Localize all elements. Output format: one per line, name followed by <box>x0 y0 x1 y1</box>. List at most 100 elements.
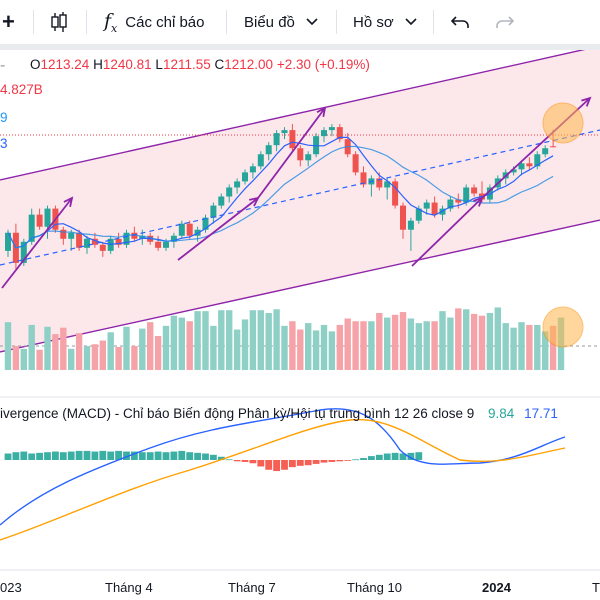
candle-body <box>60 229 67 239</box>
candle-body <box>107 238 114 251</box>
volume-bar <box>336 324 343 370</box>
open-value: 1213.24 <box>40 57 90 72</box>
volume-bar <box>170 315 178 370</box>
macd-hist-bar <box>210 454 217 460</box>
volume-bar <box>423 321 430 370</box>
candle-body <box>550 146 557 148</box>
volume-bar <box>178 317 185 370</box>
volume-bar <box>391 314 399 370</box>
trend-arrow-3-head <box>316 106 327 118</box>
candle-body <box>400 205 406 230</box>
candle-body <box>99 244 106 251</box>
chart-type-dropdown[interactable]: Biểu đồ <box>244 0 319 44</box>
macd-hist-bar <box>304 460 312 466</box>
toolbar-divider <box>433 10 434 34</box>
toolbar-divider <box>86 10 87 34</box>
volume-bar <box>478 315 486 370</box>
candle-body <box>463 187 470 203</box>
volume-bar <box>494 307 501 370</box>
add-symbol-button[interactable]: + <box>2 9 15 34</box>
volume-bar <box>123 326 130 370</box>
macd-hist-bar <box>99 450 107 460</box>
macd-hist-bar <box>44 452 51 460</box>
volume-bar <box>139 328 146 370</box>
macd-hist-bar <box>178 450 186 460</box>
candlestick-style-button[interactable] <box>48 0 70 44</box>
macd-hist-bar <box>123 451 130 460</box>
volume-bar <box>202 311 209 370</box>
price-chart[interactable] <box>0 50 600 600</box>
volume-bar <box>344 318 351 370</box>
x-axis-label: Tháng 10 <box>347 580 402 595</box>
collapse-dots[interactable]: - <box>0 57 6 74</box>
function-icon: fx <box>104 9 118 35</box>
volume-bar <box>447 317 454 370</box>
volume-bar <box>281 325 288 370</box>
volume-bar <box>415 323 422 370</box>
profile-dropdown[interactable]: Hồ sơ <box>353 0 418 44</box>
chevron-down-icon <box>405 18 417 26</box>
volume-bar <box>431 321 438 370</box>
candle-body <box>273 133 280 146</box>
macd-hist-bar <box>154 451 162 460</box>
candlestick-icon <box>51 12 67 32</box>
macd-hist-bar <box>52 451 59 460</box>
candle-body <box>281 130 288 134</box>
redo-button[interactable] <box>495 0 515 44</box>
volume-bar <box>249 310 257 370</box>
high-value: 1240.81 <box>102 57 152 72</box>
volume-bar <box>470 313 478 370</box>
profile-label: Hồ sơ <box>353 13 394 31</box>
volume-bar <box>115 347 122 370</box>
volume-bar <box>305 323 312 370</box>
macd-hist-bar <box>138 452 146 460</box>
x-axis-label: Tháng 4 <box>105 580 153 595</box>
highlight-circle-volume <box>542 306 584 348</box>
undo-button[interactable] <box>450 0 470 44</box>
macd-hist-bar <box>328 460 336 462</box>
chart-type-label: Biểu đồ <box>244 13 295 31</box>
toolbar-divider <box>33 10 34 34</box>
candle-body <box>20 241 27 263</box>
chevron-down-icon <box>306 18 318 26</box>
volume-bar <box>273 309 280 370</box>
macd-hist-bar <box>281 460 288 470</box>
macd-hist-bar <box>36 452 43 460</box>
candle-body <box>76 232 83 248</box>
trend-arrow-2 <box>177 197 259 261</box>
volume-bar <box>320 324 328 370</box>
macd-hist-bar <box>59 452 67 460</box>
macd-hist-bar <box>75 450 83 460</box>
candle-body <box>163 241 169 248</box>
macd-hist-bar <box>249 460 257 464</box>
indicators-button[interactable]: fx Các chỉ báo <box>104 0 204 44</box>
volume-bar <box>91 344 99 370</box>
volume-bar <box>107 332 114 370</box>
volume-bar <box>20 348 27 370</box>
volume-bar <box>328 331 336 370</box>
trend-arrow-1 <box>1 197 73 289</box>
trend-arrow-1-head <box>63 196 74 207</box>
candle-body <box>289 130 296 149</box>
candle-body <box>123 232 130 245</box>
macd-hist-bar <box>360 458 367 460</box>
trend-arrow-4 <box>411 197 483 267</box>
volume-bar <box>218 310 225 370</box>
macd-hist-bar <box>115 450 122 460</box>
ma1-value: 9 <box>0 110 8 125</box>
ohlc-legend: O1213.24 H1240.81 L1211.55 C1212.00 +2.3… <box>30 57 370 72</box>
candle-body <box>336 127 343 140</box>
macd-hist-bar <box>415 452 423 460</box>
macd-hist-bar <box>233 460 241 462</box>
candle-body <box>186 223 193 236</box>
volume-bar <box>399 312 407 370</box>
candle-body <box>471 187 478 194</box>
volume-bar <box>241 319 249 370</box>
macd-hist-bar <box>91 451 99 460</box>
candle-body <box>510 169 517 173</box>
volume-bar <box>226 310 233 370</box>
ma-short-line <box>7 136 554 249</box>
candle-body <box>131 232 138 239</box>
candle-body <box>44 208 51 227</box>
volume-bar <box>265 312 272 370</box>
